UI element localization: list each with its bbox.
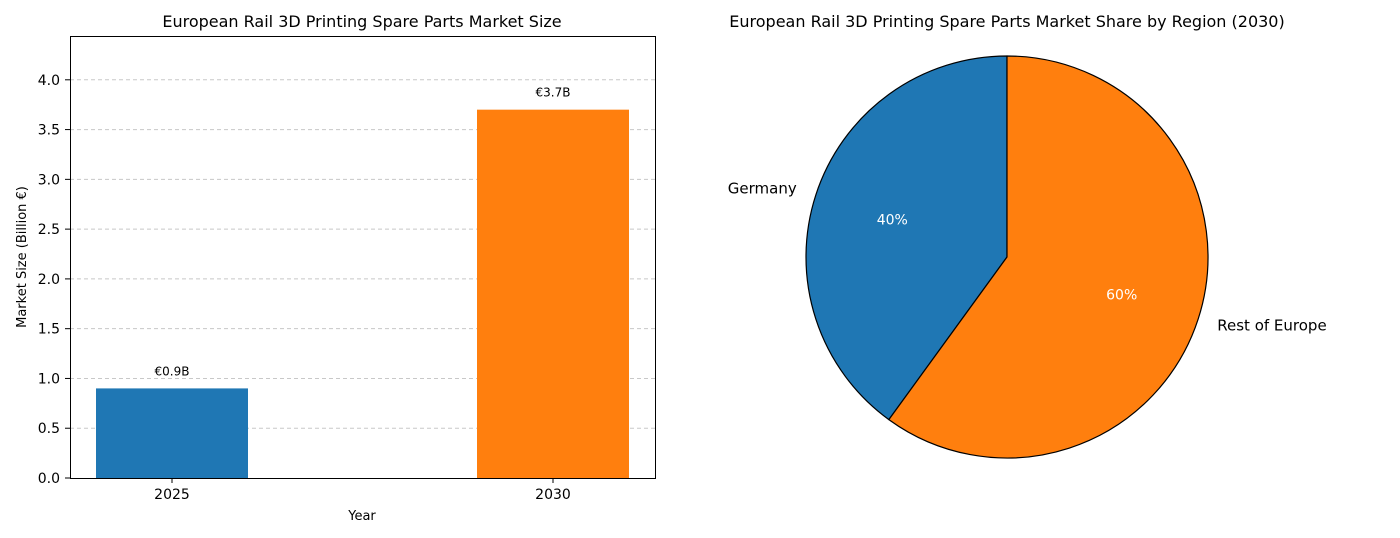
- bar-data-label: €0.9B: [155, 364, 190, 378]
- bar-2030: [477, 109, 629, 479]
- bar-y-tick-label: 4.0: [38, 73, 60, 89]
- pie-chart-title: European Rail 3D Printing Spare Parts Ma…: [729, 12, 1284, 31]
- bar-y-tick-label: 2.5: [38, 222, 60, 238]
- bar-x-axis-label: Year: [347, 509, 376, 524]
- bar-y-axis-label: Market Size (Billion €): [15, 186, 30, 328]
- bar-y-tick-label: 3.5: [38, 123, 60, 139]
- bar-2025: [96, 388, 248, 478]
- bar-y-tick-label: 3.0: [38, 172, 60, 188]
- pie-percent-label: 40%: [877, 213, 908, 229]
- bar-chart: European Rail 3D Printing Spare Parts Ma…: [15, 12, 656, 524]
- bar-y-tick-label: 0.0: [38, 471, 60, 487]
- pie-category-label: Germany: [728, 180, 797, 198]
- bar-x-axis: 2025 2030: [154, 478, 571, 503]
- bar-y-tick-label: 1.0: [38, 371, 60, 387]
- bar-series: €0.9B €3.7B: [96, 86, 629, 479]
- bar-x-tick-label: 2025: [154, 487, 190, 503]
- pie-chart: European Rail 3D Printing Spare Parts Ma…: [728, 12, 1327, 459]
- pie-category-label: Rest of Europe: [1217, 316, 1326, 334]
- bar-data-label: €3.7B: [536, 86, 571, 100]
- bar-x-tick-label: 2030: [535, 487, 571, 503]
- pie-slice-rest-of-europe: [888, 55, 1209, 459]
- bar-y-tick-label: 1.5: [38, 322, 60, 338]
- pie-slice-germany: [805, 55, 1008, 421]
- bar-y-tick-label: 2.0: [38, 272, 60, 288]
- bar-chart-title: European Rail 3D Printing Spare Parts Ma…: [162, 12, 561, 31]
- bar-plot-frame: [70, 36, 656, 479]
- pie-percent-label: 60%: [1106, 287, 1137, 303]
- pie-labels: 40% Germany 60% Rest of Europe: [728, 180, 1327, 335]
- pie-slices: [805, 55, 1209, 459]
- bar-y-tick-label: 0.5: [38, 421, 60, 437]
- bar-y-axis: 0.0 0.5 1.0 1.5 2.0 2.5 3.0 3.5 4.0: [38, 73, 70, 487]
